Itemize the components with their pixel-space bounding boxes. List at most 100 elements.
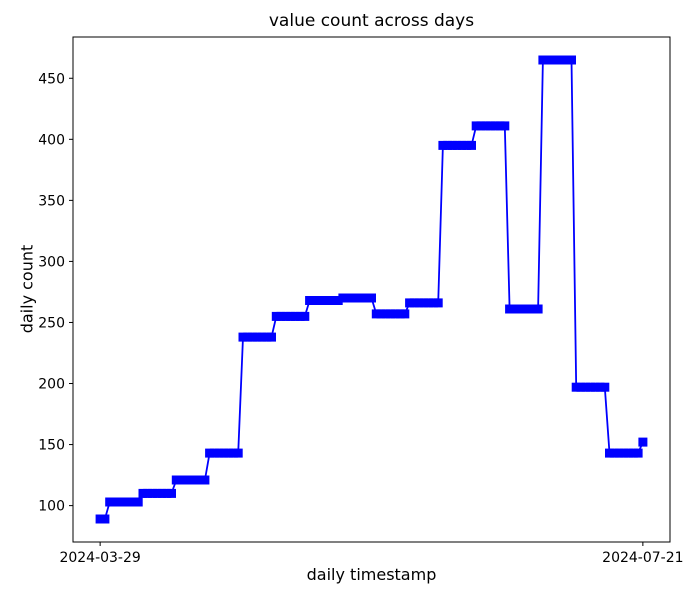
data-point-marker (457, 140, 467, 150)
data-point-marker (271, 311, 281, 321)
data-point-marker (109, 497, 119, 507)
data-point-marker (547, 55, 557, 65)
data-point-marker (276, 311, 286, 321)
data-point-marker (333, 296, 343, 305)
data-point-marker (352, 293, 362, 303)
data-point-marker (514, 304, 524, 314)
data-point-marker (309, 296, 319, 305)
data-point-marker (533, 304, 543, 314)
data-point-marker (595, 382, 605, 392)
data-point-marker (605, 448, 614, 458)
data-point-marker (162, 488, 172, 498)
data-point-marker (467, 140, 476, 150)
data-point-marker (324, 296, 334, 305)
x-tick-label: 2024-07-21 (602, 550, 683, 566)
data-point-marker (348, 293, 357, 303)
x-axis-label: daily timestamp (306, 565, 437, 584)
data-point-marker (238, 332, 248, 342)
data-point-marker (281, 311, 291, 321)
data-point-marker (405, 298, 415, 308)
y-tick-label: 300 (38, 254, 65, 270)
data-point-marker (319, 296, 329, 305)
data-point-marker (395, 309, 405, 319)
y-tick-label: 150 (38, 438, 65, 454)
data-point-marker (295, 311, 305, 321)
y-tick-label: 400 (38, 132, 65, 148)
y-tick-label: 100 (38, 499, 65, 515)
data-point-marker (143, 488, 153, 498)
data-point-marker (571, 382, 581, 392)
data-point-marker (290, 311, 300, 321)
data-point-marker (157, 488, 167, 498)
data-point-marker (471, 121, 481, 131)
data-point-marker (124, 497, 134, 507)
y-tick-label: 450 (38, 71, 65, 87)
y-tick-label: 200 (38, 377, 65, 393)
data-point-marker (209, 448, 219, 458)
x-tick-label: 2024-03-29 (59, 550, 140, 566)
data-point-marker (219, 448, 229, 458)
data-point-marker (371, 309, 381, 319)
data-point-marker (257, 332, 267, 342)
data-point-marker (119, 497, 129, 507)
data-point-marker (390, 309, 400, 319)
data-point-marker (190, 475, 200, 485)
data-point-marker (628, 448, 638, 458)
data-point-marker (538, 55, 548, 65)
data-point-marker (243, 332, 253, 342)
data-point-marker (214, 448, 224, 458)
data-point-marker (248, 332, 257, 342)
data-point-marker (367, 293, 376, 303)
data-point-marker (519, 304, 529, 314)
data-point-marker (195, 475, 205, 485)
data-point-marker (495, 121, 505, 131)
data-point-marker (133, 497, 143, 507)
data-point-marker (95, 514, 105, 524)
data-point-marker (500, 121, 510, 131)
data-point-marker (400, 309, 410, 319)
data-point-marker (200, 475, 210, 485)
data-point-marker (543, 55, 553, 65)
data-point-marker (129, 497, 138, 507)
data-point-marker (614, 448, 624, 458)
data-point-marker (438, 140, 448, 150)
data-point-marker (576, 382, 586, 392)
data-point-marker (590, 382, 600, 392)
data-point-marker (443, 140, 453, 150)
data-point-marker (338, 293, 348, 303)
data-point-marker (362, 293, 372, 303)
data-point-marker (314, 296, 324, 305)
data-point-marker (414, 298, 424, 308)
data-point-marker (305, 296, 315, 305)
y-tick-label: 350 (38, 193, 65, 209)
data-point-marker (619, 448, 629, 458)
data-point-marker (433, 298, 443, 308)
data-point-marker (409, 298, 419, 308)
y-tick-label: 250 (38, 315, 65, 331)
data-point-marker (386, 309, 395, 319)
data-point-marker (552, 55, 562, 65)
data-point-marker (638, 437, 648, 447)
data-point-marker (609, 448, 619, 458)
data-point-marker (224, 448, 234, 458)
data-point-marker (171, 475, 181, 485)
data-point-marker (424, 298, 434, 308)
data-point-marker (476, 121, 486, 131)
data-point-marker (509, 304, 519, 314)
data-point-marker (286, 311, 296, 321)
data-point-marker (105, 497, 115, 507)
data-point-marker (600, 382, 610, 392)
data-point-marker (557, 55, 567, 65)
data-point-marker (233, 448, 243, 458)
data-point-marker (148, 488, 157, 498)
data-point-marker (462, 140, 472, 150)
data-point-marker (633, 448, 643, 458)
data-point-marker (481, 121, 491, 131)
data-point-marker (447, 140, 457, 150)
data-point-marker (581, 382, 591, 392)
data-point-marker (262, 332, 272, 342)
data-point-marker (176, 475, 186, 485)
data-point-marker (490, 121, 500, 131)
